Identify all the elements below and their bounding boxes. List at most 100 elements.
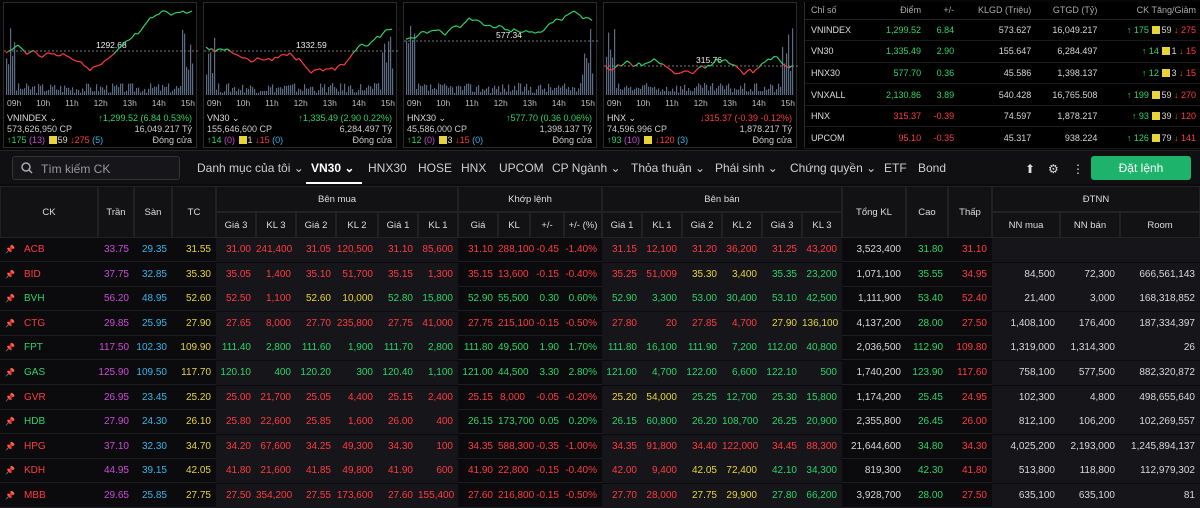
ask1-price[interactable]: 26.15 — [602, 410, 642, 434]
ask2-price[interactable]: 34.40 — [682, 435, 722, 459]
bid3-price[interactable]: 31.00 — [216, 238, 256, 262]
stock-symbol[interactable]: CTG — [14, 312, 98, 336]
subcol-header[interactable]: +/- — [530, 212, 564, 238]
ask3-price[interactable]: 35.35 — [762, 263, 802, 287]
bid3-price[interactable]: 25.80 — [216, 410, 256, 434]
index-row[interactable]: VNINDEX 1,299.52 6.84 573.627 16,049.217… — [805, 19, 1200, 41]
tab-derivatives[interactable]: Phái sinh ⌄ — [715, 161, 778, 175]
ask3-price[interactable]: 27.80 — [762, 484, 802, 508]
ask2-price[interactable]: 53.00 — [682, 287, 722, 311]
subcol-header[interactable]: KL 2 — [722, 212, 762, 238]
pin-icon[interactable]: 📌 — [5, 442, 11, 451]
pin-icon[interactable]: 📌 — [5, 491, 11, 500]
col-ref[interactable]: TC — [172, 186, 216, 238]
bid2-price[interactable]: 52.60 — [296, 287, 336, 311]
ask1-price[interactable]: 52.90 — [602, 287, 642, 311]
pin-icon[interactable]: 📌 — [5, 368, 11, 377]
bid1-price[interactable]: 27.60 — [378, 484, 418, 508]
stock-symbol[interactable]: KDH — [14, 459, 98, 483]
col-low[interactable]: Thấp — [948, 186, 992, 238]
tab-etf[interactable]: ETF — [884, 161, 907, 175]
search-input[interactable]: Tìm kiếm CK — [12, 156, 180, 180]
ask1-price[interactable]: 27.70 — [602, 484, 642, 508]
tab-bond[interactable]: Bond — [918, 161, 946, 175]
bid2-price[interactable]: 25.85 — [296, 410, 336, 434]
stock-symbol[interactable]: FPT — [14, 336, 98, 360]
ask3-price[interactable]: 112.00 — [762, 336, 802, 360]
subcol-header[interactable]: Giá 1 — [378, 212, 418, 238]
stock-symbol[interactable]: GVR — [14, 386, 98, 410]
ask2-price[interactable]: 42.05 — [682, 459, 722, 483]
bid2-price[interactable]: 35.10 — [296, 263, 336, 287]
bid1-price[interactable]: 25.15 — [378, 386, 418, 410]
bid1-price[interactable]: 26.00 — [378, 410, 418, 434]
ask3-price[interactable]: 25.30 — [762, 386, 802, 410]
subcol-header[interactable]: Giá 2 — [296, 212, 336, 238]
subcol-header[interactable]: Giá 1 — [602, 212, 642, 238]
ask1-price[interactable]: 25.20 — [602, 386, 642, 410]
bid3-price[interactable]: 35.05 — [216, 263, 256, 287]
subcol-header[interactable]: KL — [498, 212, 530, 238]
stock-symbol[interactable]: BVH — [14, 287, 98, 311]
ask3-price[interactable]: 26.25 — [762, 410, 802, 434]
bid3-price[interactable]: 52.50 — [216, 287, 256, 311]
bid2-price[interactable]: 31.05 — [296, 238, 336, 262]
ask1-price[interactable]: 111.80 — [602, 336, 642, 360]
ask1-price[interactable]: 34.35 — [602, 435, 642, 459]
tab-hnx30[interactable]: HNX30 — [368, 161, 407, 175]
bid1-price[interactable]: 120.40 — [378, 361, 418, 385]
bid3-price[interactable]: 111.40 — [216, 336, 256, 360]
bid3-price[interactable]: 120.10 — [216, 361, 256, 385]
bid3-price[interactable]: 25.00 — [216, 386, 256, 410]
subcol-header[interactable]: KL 2 — [336, 212, 378, 238]
bid2-price[interactable]: 111.60 — [296, 336, 336, 360]
bid3-price[interactable]: 41.80 — [216, 459, 256, 483]
ask3-price[interactable]: 27.90 — [762, 312, 802, 336]
ask3-price[interactable]: 34.45 — [762, 435, 802, 459]
stock-symbol[interactable]: MBB — [14, 484, 98, 508]
subcol-header[interactable]: Giá 2 — [682, 212, 722, 238]
ask1-price[interactable]: 27.80 — [602, 312, 642, 336]
bid1-price[interactable]: 34.30 — [378, 435, 418, 459]
bid2-price[interactable]: 34.25 — [296, 435, 336, 459]
col-high[interactable]: Cao — [906, 186, 948, 238]
tab-hose[interactable]: HOSE — [418, 161, 452, 175]
ask3-price[interactable]: 31.25 — [762, 238, 802, 262]
ask2-price[interactable]: 25.25 — [682, 386, 722, 410]
gear-icon[interactable]: ⚙ — [1048, 162, 1059, 176]
subcol-header[interactable]: KL 3 — [256, 212, 296, 238]
ask1-price[interactable]: 42.00 — [602, 459, 642, 483]
subcol-header[interactable]: Room — [1120, 212, 1200, 238]
subcol-header[interactable]: KL 1 — [418, 212, 458, 238]
ask2-price[interactable]: 111.90 — [682, 336, 722, 360]
bid2-price[interactable]: 120.20 — [296, 361, 336, 385]
ask2-price[interactable]: 122.00 — [682, 361, 722, 385]
stock-symbol[interactable]: BID — [14, 263, 98, 287]
bid2-price[interactable]: 27.55 — [296, 484, 336, 508]
upload-icon[interactable]: ⬆ — [1025, 162, 1035, 176]
subcol-header[interactable]: NN bán — [1060, 212, 1120, 238]
tab-negotiated[interactable]: Thỏa thuận ⌄ — [631, 161, 705, 175]
index-row[interactable]: VN30 1,335.49 2.90 155.647 6,284.497 ↑ 1… — [805, 41, 1200, 63]
stock-symbol[interactable]: HDB — [14, 410, 98, 434]
ask3-price[interactable]: 122.10 — [762, 361, 802, 385]
subcol-header[interactable]: KL 3 — [802, 212, 842, 238]
index-row[interactable]: HNX 315.37 -0.39 74.597 1,878.217 ↑ 93 3… — [805, 105, 1200, 127]
col-floor[interactable]: Sàn — [134, 186, 172, 238]
index-row[interactable]: HNX30 577.70 0.36 45.586 1,398.137 ↑ 12 … — [805, 62, 1200, 84]
ask3-price[interactable]: 42.10 — [762, 459, 802, 483]
bid1-price[interactable]: 31.10 — [378, 238, 418, 262]
bid1-price[interactable]: 111.70 — [378, 336, 418, 360]
bid3-price[interactable]: 34.20 — [216, 435, 256, 459]
more-icon[interactable]: ⋮ — [1072, 162, 1084, 176]
